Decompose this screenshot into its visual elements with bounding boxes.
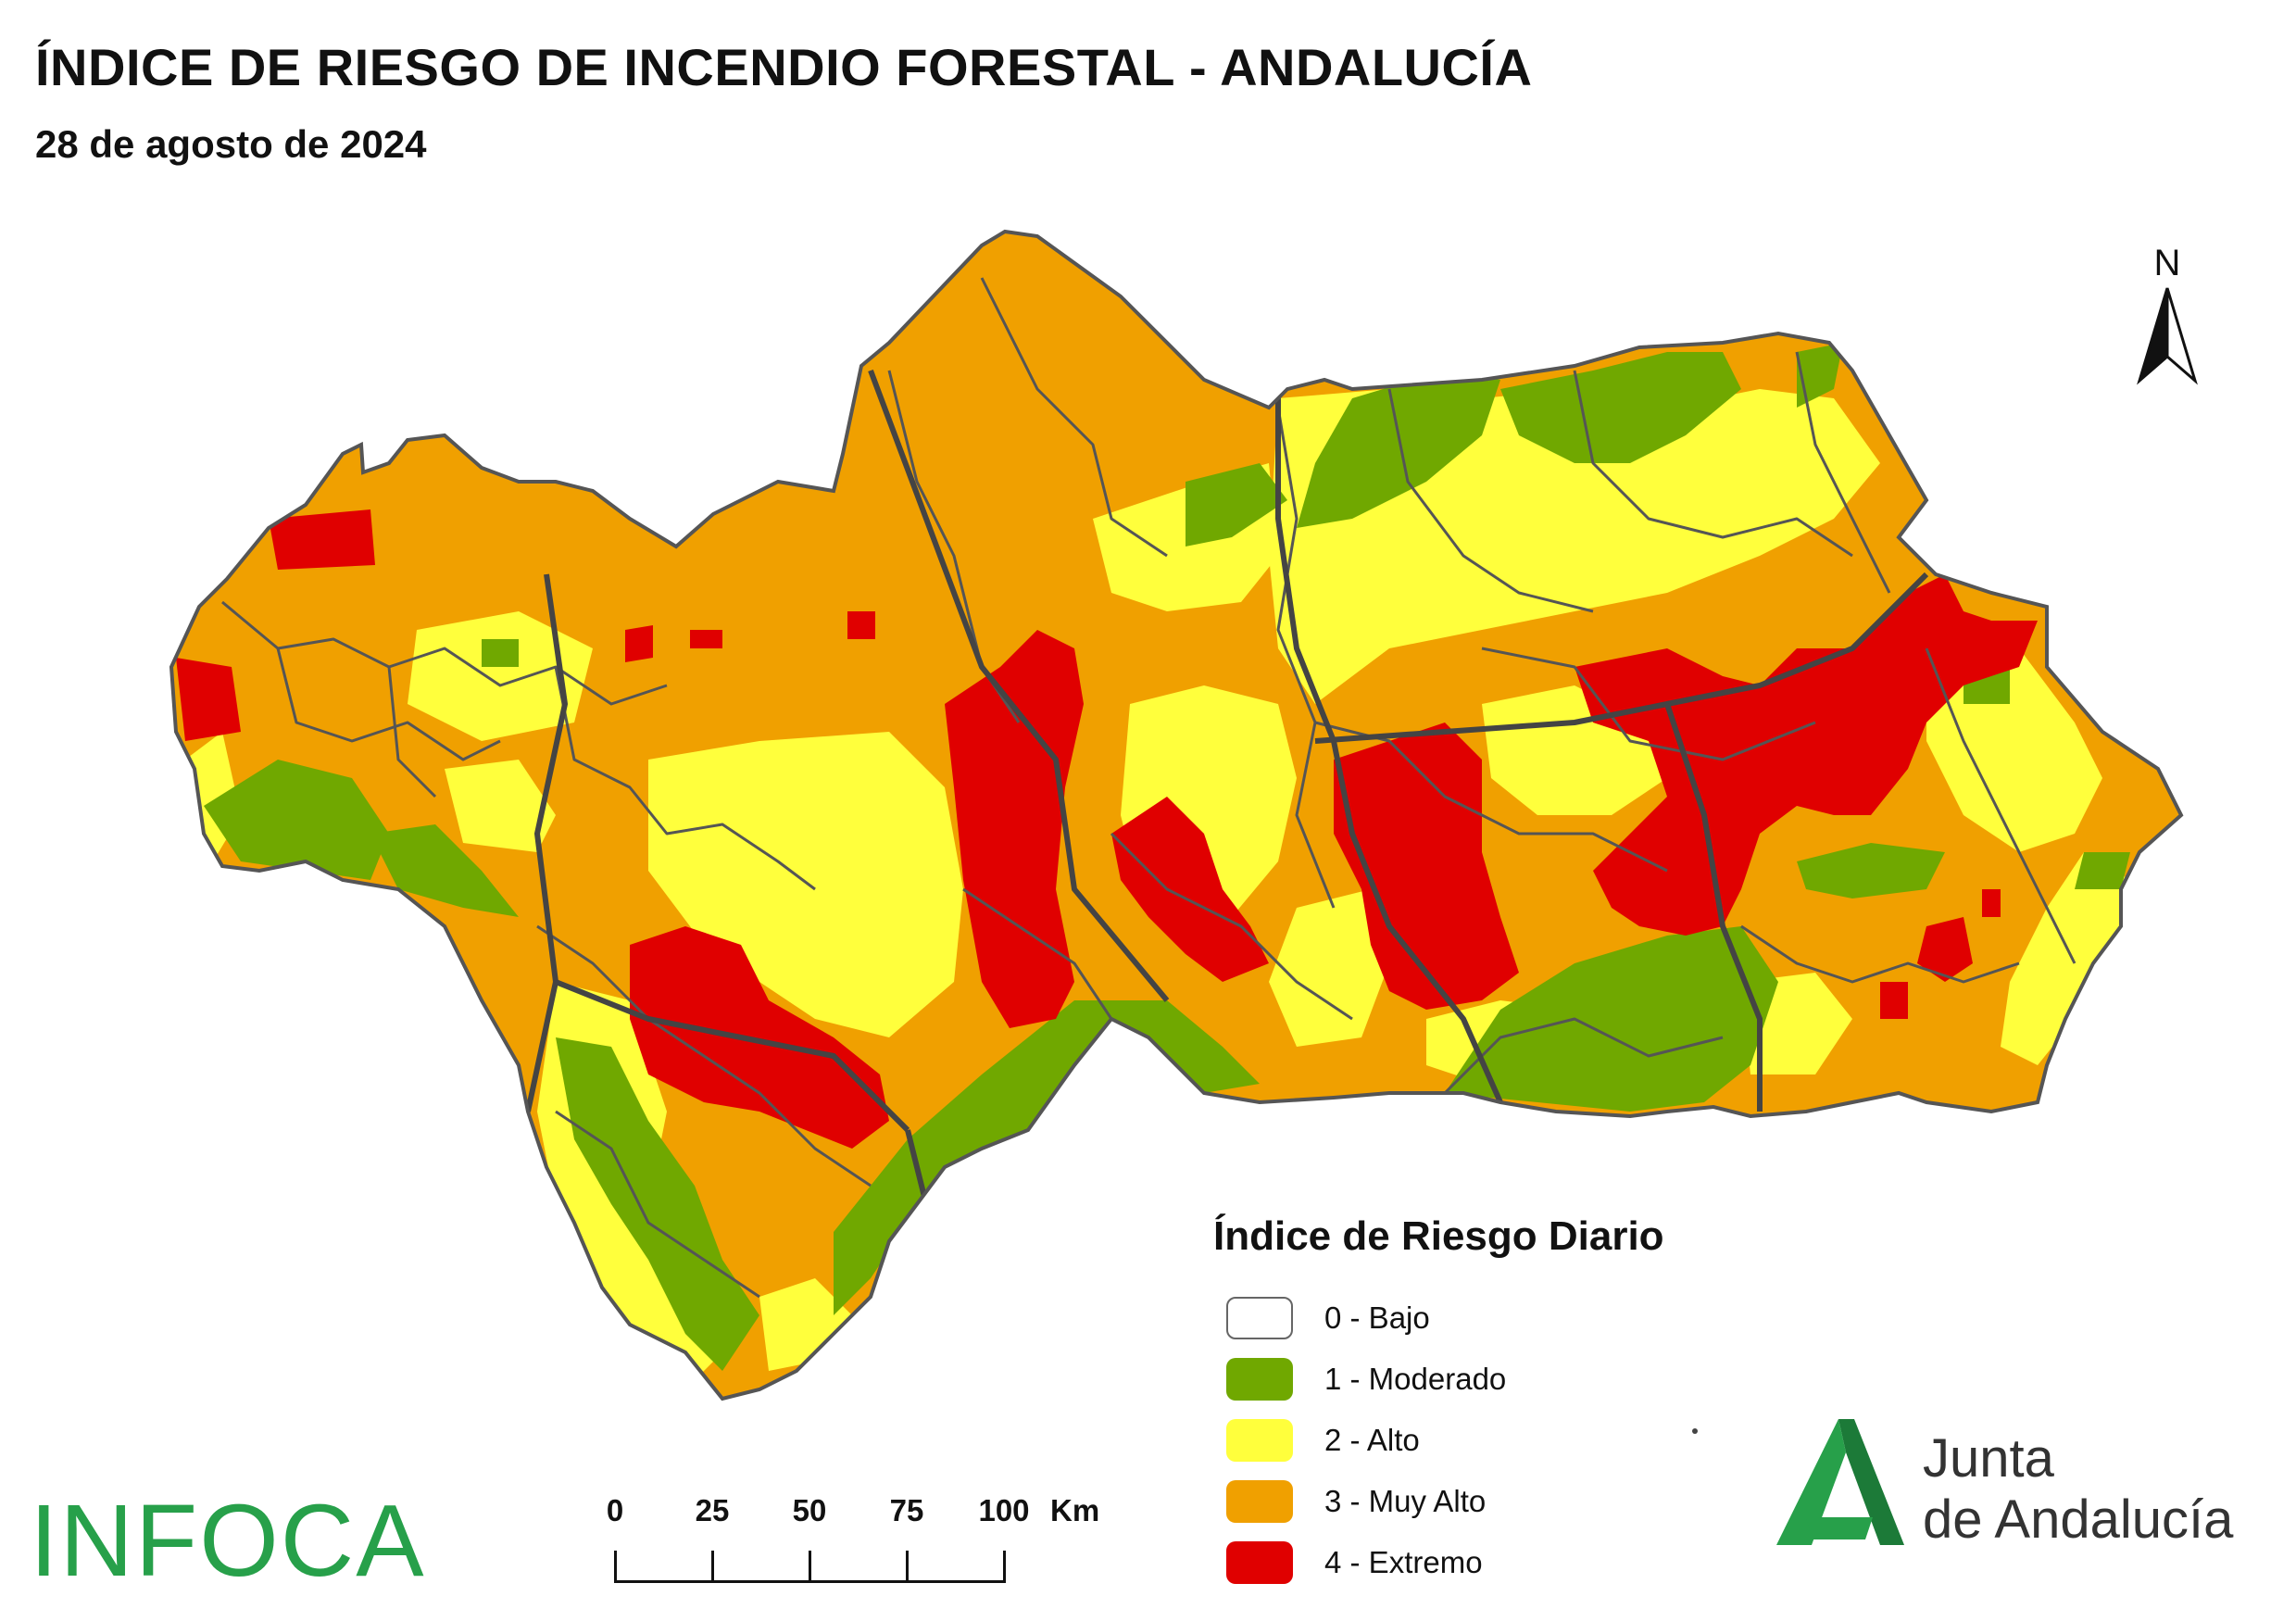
- legend-label: 4 - Extremo: [1324, 1545, 1483, 1579]
- map-dot: [1692, 1428, 1698, 1434]
- junta-logo-icon: [1776, 1419, 1904, 1545]
- scale-tick: [809, 1551, 811, 1583]
- junta-andalucia-logo: Junta de Andalucía: [1769, 1417, 2251, 1550]
- junta-logo-line2: de Andalucía: [1923, 1489, 2234, 1550]
- legend-item-moderado: 1 - Moderado: [1213, 1349, 1664, 1410]
- scale-tick-label: 100: [978, 1493, 1030, 1527]
- legend-item-muy-alto: 3 - Muy Alto: [1213, 1471, 1664, 1532]
- legend: Índice de Riesgo Diario 0 - Bajo 1 - Mod…: [1213, 1213, 1664, 1593]
- map-title: ÍNDICE DE RIESGO DE INCENDIO FORESTAL - …: [35, 38, 1533, 96]
- risk-zone-moderado: [204, 343, 2130, 1371]
- legend-swatch-bajo: [1226, 1297, 1293, 1339]
- legend-title: Índice de Riesgo Diario: [1213, 1213, 1664, 1259]
- north-label: N: [2153, 243, 2181, 283]
- legend-item-bajo: 0 - Bajo: [1213, 1288, 1664, 1349]
- scale-tick: [711, 1551, 714, 1583]
- junta-logo-text: Junta de Andalucía: [1923, 1428, 2233, 1551]
- scale-bar: 0 25 50 75 100 Km: [593, 1493, 1099, 1595]
- legend-swatch-extremo: [1226, 1541, 1293, 1584]
- north-arrow: N: [2130, 243, 2204, 391]
- risk-zone-extremo: [176, 509, 2038, 1149]
- junta-logo-line1: Junta: [1923, 1428, 2054, 1489]
- scale-unit: Km: [1050, 1493, 1100, 1527]
- infoca-logo: INFOCA: [30, 1484, 426, 1598]
- legend-swatch-moderado: [1226, 1358, 1293, 1401]
- map-date: 28 de agosto de 2024: [35, 122, 427, 166]
- scale-tick: [1003, 1551, 1006, 1583]
- legend-label: 2 - Alto: [1324, 1423, 1420, 1457]
- legend-swatch-muy-alto: [1226, 1480, 1293, 1523]
- scale-tick: [614, 1551, 617, 1583]
- legend-label: 1 - Moderado: [1324, 1362, 1507, 1396]
- scale-tick-label: 50: [792, 1493, 827, 1527]
- risk-areas: [176, 343, 2130, 1389]
- scale-tick: [906, 1551, 909, 1583]
- legend-item-extremo: 4 - Extremo: [1213, 1532, 1664, 1593]
- legend-swatch-alto: [1226, 1419, 1293, 1462]
- scale-tick-label: 75: [889, 1493, 924, 1527]
- legend-label: 0 - Bajo: [1324, 1301, 1430, 1335]
- scale-tick-label: 25: [695, 1493, 730, 1527]
- north-arrow-icon: [2137, 287, 2198, 385]
- legend-item-alto: 2 - Alto: [1213, 1410, 1664, 1471]
- scale-tick-label: 0: [606, 1493, 624, 1527]
- legend-label: 3 - Muy Alto: [1324, 1484, 1487, 1518]
